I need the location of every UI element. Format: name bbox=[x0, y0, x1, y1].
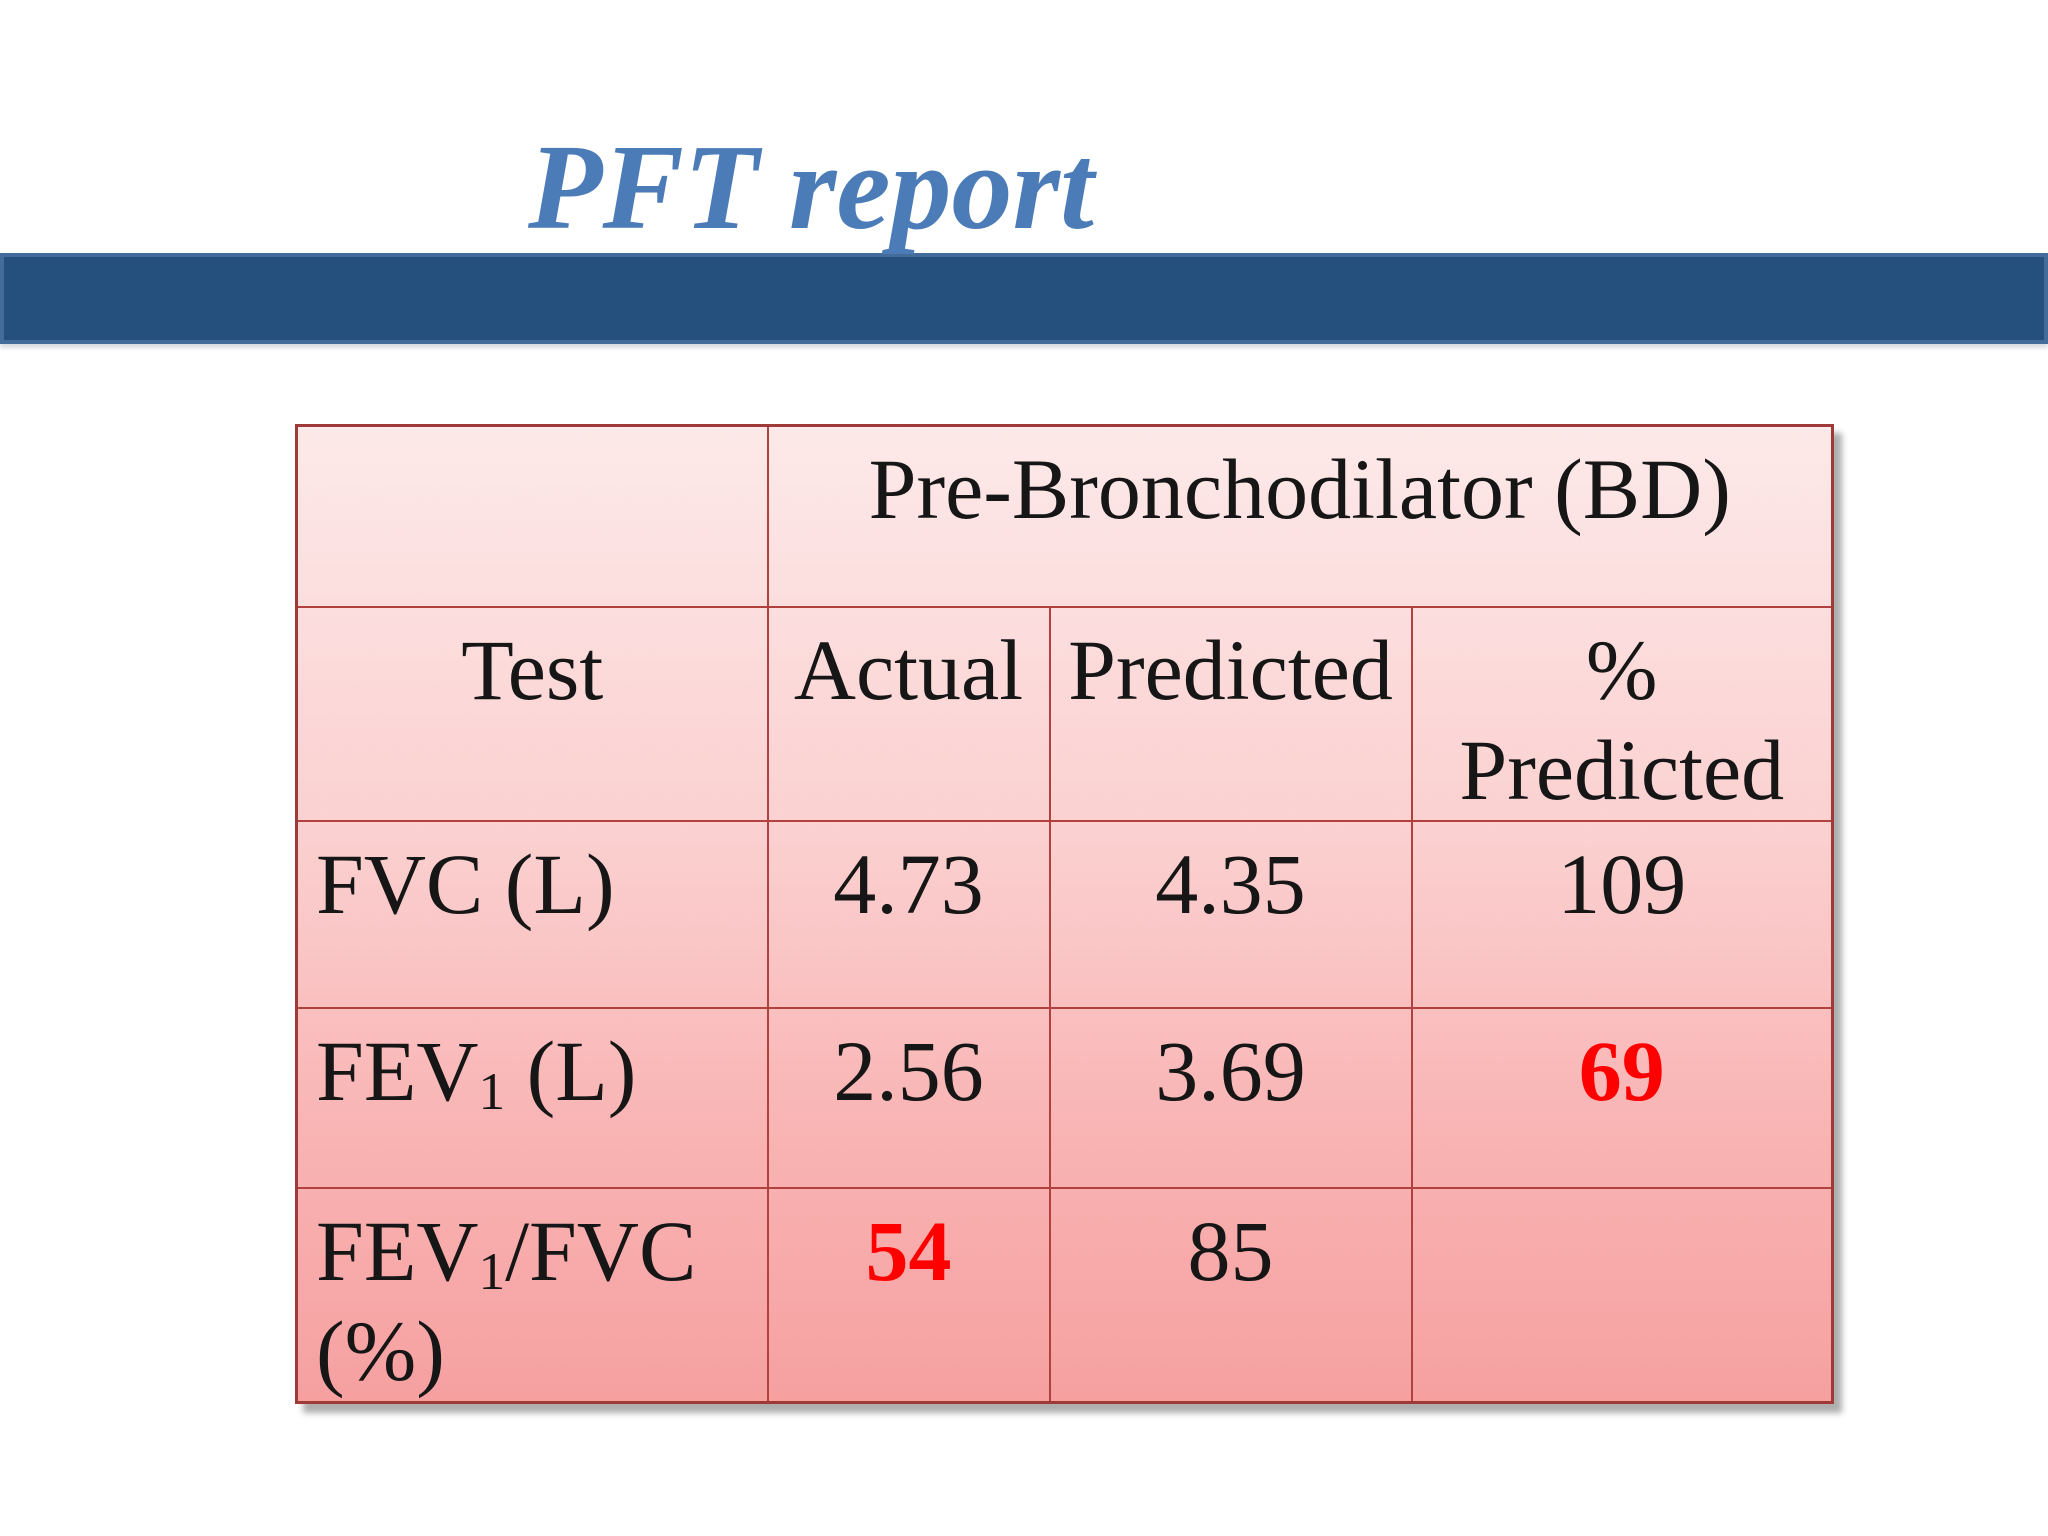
title-divider-bar bbox=[0, 253, 2048, 344]
row-label-fev1-fvc-text: FEV bbox=[316, 1202, 479, 1299]
column-header-actual: Actual bbox=[766, 605, 1051, 822]
row-label-fev1-text: FEV bbox=[316, 1022, 479, 1119]
cell-fev1-pct-predicted-highlighted: 69 bbox=[1410, 1006, 1834, 1189]
cell-fev1-fvc-actual-highlighted: 54 bbox=[766, 1186, 1051, 1403]
row-label-fev1-suffix: (L) bbox=[505, 1022, 637, 1119]
column-header-test: Test bbox=[295, 605, 769, 822]
cell-fev1-fvc-pct-predicted-empty bbox=[1410, 1186, 1834, 1403]
column-header-predicted: Predicted bbox=[1048, 605, 1413, 822]
table-row-merged-header: Pre-Bronchodilator (BD) bbox=[295, 424, 1834, 608]
page-title: PFT report bbox=[528, 120, 1094, 255]
table-row-fev1: FEV1 (L) 2.56 3.69 69 bbox=[295, 1006, 1834, 1189]
table-row-fvc: FVC (L) 4.73 4.35 109 bbox=[295, 819, 1834, 1009]
cell-fvc-pct-predicted: 109 bbox=[1410, 819, 1834, 1009]
row-label-fev1-fvc: FEV1/FVC (%) bbox=[295, 1186, 769, 1403]
row-label-fev1-subscript: 1 bbox=[478, 1061, 506, 1122]
row-label-fev1: FEV1 (L) bbox=[295, 1006, 769, 1189]
pre-bronchodilator-header: Pre-Bronchodilator (BD) bbox=[766, 424, 1834, 608]
cell-fvc-actual: 4.73 bbox=[766, 819, 1051, 1009]
pft-results-table: Pre-Bronchodilator (BD) Test Actual Pred… bbox=[295, 424, 1834, 1404]
cell-fvc-predicted: 4.35 bbox=[1048, 819, 1413, 1009]
table-row-column-headers: Test Actual Predicted % Predicted bbox=[295, 605, 1834, 822]
column-header-pct-predicted: % Predicted bbox=[1410, 605, 1834, 822]
row-label-fev1-fvc-subscript: 1 bbox=[478, 1241, 506, 1302]
cell-fev1-actual: 2.56 bbox=[766, 1006, 1051, 1189]
row-label-fvc: FVC (L) bbox=[295, 819, 769, 1009]
cell-fev1-predicted: 3.69 bbox=[1048, 1006, 1413, 1189]
cell-fev1-fvc-predicted: 85 bbox=[1048, 1186, 1413, 1403]
empty-corner-cell bbox=[295, 424, 769, 608]
row-label-fvc-text: FVC (L) bbox=[316, 835, 615, 932]
row-label-fev1-fvc-suffix: /FVC (%) bbox=[316, 1202, 697, 1399]
table-row-fev1-fvc-ratio: FEV1/FVC (%) 54 85 bbox=[295, 1186, 1834, 1403]
